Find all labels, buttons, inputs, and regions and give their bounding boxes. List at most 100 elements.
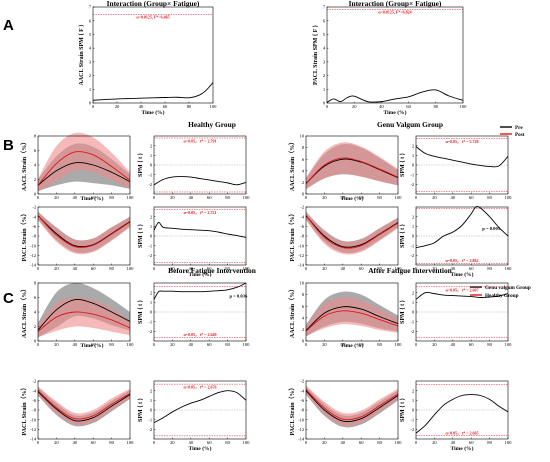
- x-tick-label: 100: [395, 195, 403, 200]
- x-tick-label: 100: [127, 440, 135, 445]
- chart-B-h-pacl: 0 20 40 60 80 100 -14 -12 -10 -8 -6 -4 -2 PACL Strain…: [20, 205, 134, 272]
- y-tick-label: 5: [323, 32, 326, 37]
- spm-line: [92, 82, 214, 101]
- y-tick-label: 1: [412, 153, 415, 158]
- x-tick-label: 40: [189, 195, 194, 200]
- y-tick-label: 2: [89, 73, 92, 78]
- spm-line: [153, 176, 247, 186]
- x-tick-label: 20: [54, 266, 59, 271]
- sd-band-red: [38, 386, 130, 425]
- y-tick-label: 5: [89, 32, 92, 37]
- y-axis-label: SPM { t }: [400, 152, 406, 177]
- y-tick-label: 3: [323, 59, 326, 64]
- y-tick-label: -2: [32, 205, 37, 210]
- x-tick-label: 0: [37, 342, 40, 347]
- x-axis-label: Time (%): [80, 195, 103, 202]
- y-tick-label: -6: [32, 224, 37, 229]
- x-tick-label: 100: [243, 342, 251, 347]
- sd-band-red: [306, 385, 398, 427]
- x-tick-label: 80: [377, 266, 382, 271]
- y-axis-label: SPM { t }: [138, 299, 144, 324]
- sd-band-red: [306, 211, 398, 255]
- series-line-black: [305, 158, 399, 184]
- x-tick-label: 40: [189, 266, 194, 271]
- series-line-black: [37, 162, 131, 186]
- y-tick-label: -14: [298, 437, 305, 442]
- y-tick-label: -2: [32, 379, 37, 384]
- sd-band-red: [306, 297, 398, 337]
- series-line-red: [305, 389, 399, 421]
- x-tick-label: 0: [153, 440, 156, 445]
- x-tick-label: 0: [92, 104, 95, 109]
- y-tick-label: -10: [30, 243, 37, 248]
- x-tick-label: 40: [341, 266, 346, 271]
- y-tick-label: 2: [302, 180, 305, 185]
- y-axis-label: PACL Strain（%）: [20, 210, 28, 261]
- x-tick-label: 60: [469, 266, 474, 271]
- x-tick-label: 0: [37, 440, 40, 445]
- x-tick-label: 80: [487, 342, 492, 347]
- x-tick-label: 40: [189, 440, 194, 445]
- y-tick-label: -14: [30, 263, 37, 268]
- y-tick-label: 0: [150, 234, 153, 239]
- x-tick-label: 80: [377, 195, 382, 200]
- y-tick-label: 6: [302, 157, 305, 162]
- threshold-label: α=0.0125, F*=6.824: [378, 9, 411, 14]
- y-tick-label: 10: [300, 134, 305, 139]
- y-tick-label: 0: [412, 310, 415, 315]
- series-line-red: [37, 311, 131, 332]
- x-tick-label: 60: [406, 104, 411, 109]
- legend-pre-post: Pre Post: [500, 125, 525, 138]
- series-line-red: [37, 215, 131, 248]
- title-after-fatigue: After Fatigue Intervention: [368, 266, 452, 275]
- y-tick-label: -8: [32, 234, 37, 239]
- threshold-label: α=0.05， t* = 2.862: [445, 258, 478, 263]
- x-tick-label: 40: [341, 195, 346, 200]
- y-tick-label: 0: [412, 234, 415, 239]
- threshold-label: α=0.0125, F*=6.465: [136, 14, 169, 19]
- x-tick-label: 20: [322, 342, 327, 347]
- chart-B-h-spm1: α=0.05， t* = 2.791 0 20 40 60 80 100 -2 -1 0 1 2 SPM…: [138, 135, 250, 200]
- x-tick-label: 0: [153, 266, 156, 271]
- title-healthy-group: Healthy Group: [188, 120, 236, 129]
- x-tick-label: 40: [451, 195, 456, 200]
- sd-band-red: [306, 142, 398, 190]
- x-tick-label: 100: [210, 104, 218, 109]
- y-tick-label: -6: [300, 398, 305, 403]
- y-axis-label: SPM { t }: [400, 299, 406, 324]
- y-tick-label: 2: [150, 290, 153, 295]
- x-axis-label: Time (%): [383, 109, 406, 116]
- x-axis-label: Time (%): [80, 342, 103, 349]
- x-tick-label: 80: [487, 440, 492, 445]
- chart-C-a-spm1: α=0.05， t* = 2.607 0 20 40 60 80 100 -2 -1 0 1 2 SPM…: [400, 282, 512, 347]
- y-tick-label: -8: [300, 234, 305, 239]
- series-line-black: [37, 391, 131, 422]
- x-tick-label: 20: [170, 195, 175, 200]
- x-tick-label: 0: [415, 440, 418, 445]
- x-tick-label: 100: [505, 440, 513, 445]
- x-axis-label: Time (%): [340, 342, 363, 349]
- x-tick-label: 100: [460, 104, 468, 109]
- x-tick-label: 40: [451, 342, 456, 347]
- y-tick-label: 8: [34, 134, 37, 139]
- y-tick-label: 6: [34, 295, 37, 300]
- x-tick-label: 80: [377, 440, 382, 445]
- y-tick-label: -1: [148, 172, 153, 177]
- x-tick-label: 80: [487, 266, 492, 271]
- x-tick-label: 60: [91, 440, 96, 445]
- y-axis-label: AACL Strain（%）: [20, 286, 28, 338]
- x-tick-label: 60: [207, 266, 212, 271]
- y-tick-label: -2: [148, 182, 153, 187]
- spm-line: [415, 291, 509, 300]
- y-tick-label: 7: [323, 5, 326, 10]
- x-tick-label: 20: [54, 342, 59, 347]
- spm-line: [415, 206, 509, 249]
- y-tick-label: 1: [89, 87, 92, 92]
- x-tick-label: 80: [225, 342, 230, 347]
- sd-band-red: [38, 211, 130, 255]
- x-tick-label: 20: [170, 342, 175, 347]
